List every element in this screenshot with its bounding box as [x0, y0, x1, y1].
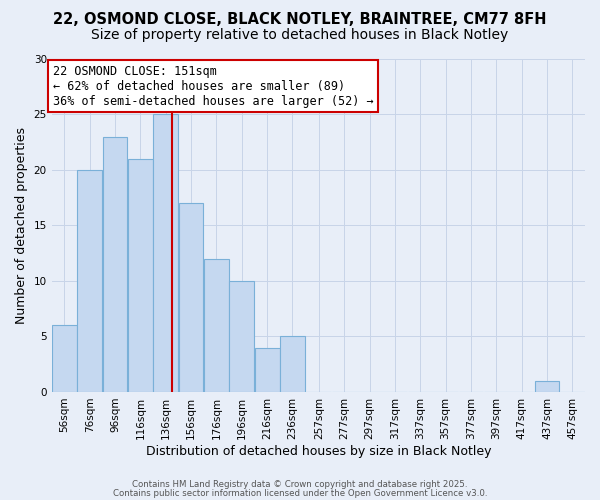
Text: 22, OSMOND CLOSE, BLACK NOTLEY, BRAINTREE, CM77 8FH: 22, OSMOND CLOSE, BLACK NOTLEY, BRAINTRE…: [53, 12, 547, 28]
Text: Contains HM Land Registry data © Crown copyright and database right 2025.: Contains HM Land Registry data © Crown c…: [132, 480, 468, 489]
Bar: [52, 326, 77, 392]
Bar: [229, 281, 254, 392]
Bar: [280, 336, 305, 392]
Text: 22 OSMOND CLOSE: 151sqm
← 62% of detached houses are smaller (89)
36% of semi-de: 22 OSMOND CLOSE: 151sqm ← 62% of detache…: [53, 64, 374, 108]
Bar: [204, 259, 229, 392]
X-axis label: Distribution of detached houses by size in Black Notley: Distribution of detached houses by size …: [146, 444, 491, 458]
Bar: [77, 170, 102, 392]
Bar: [103, 136, 127, 392]
Bar: [153, 114, 178, 392]
Bar: [535, 381, 559, 392]
Text: Contains public sector information licensed under the Open Government Licence v3: Contains public sector information licen…: [113, 488, 487, 498]
Y-axis label: Number of detached properties: Number of detached properties: [15, 127, 28, 324]
Bar: [179, 204, 203, 392]
Bar: [128, 159, 153, 392]
Bar: [254, 348, 280, 392]
Text: Size of property relative to detached houses in Black Notley: Size of property relative to detached ho…: [91, 28, 509, 42]
